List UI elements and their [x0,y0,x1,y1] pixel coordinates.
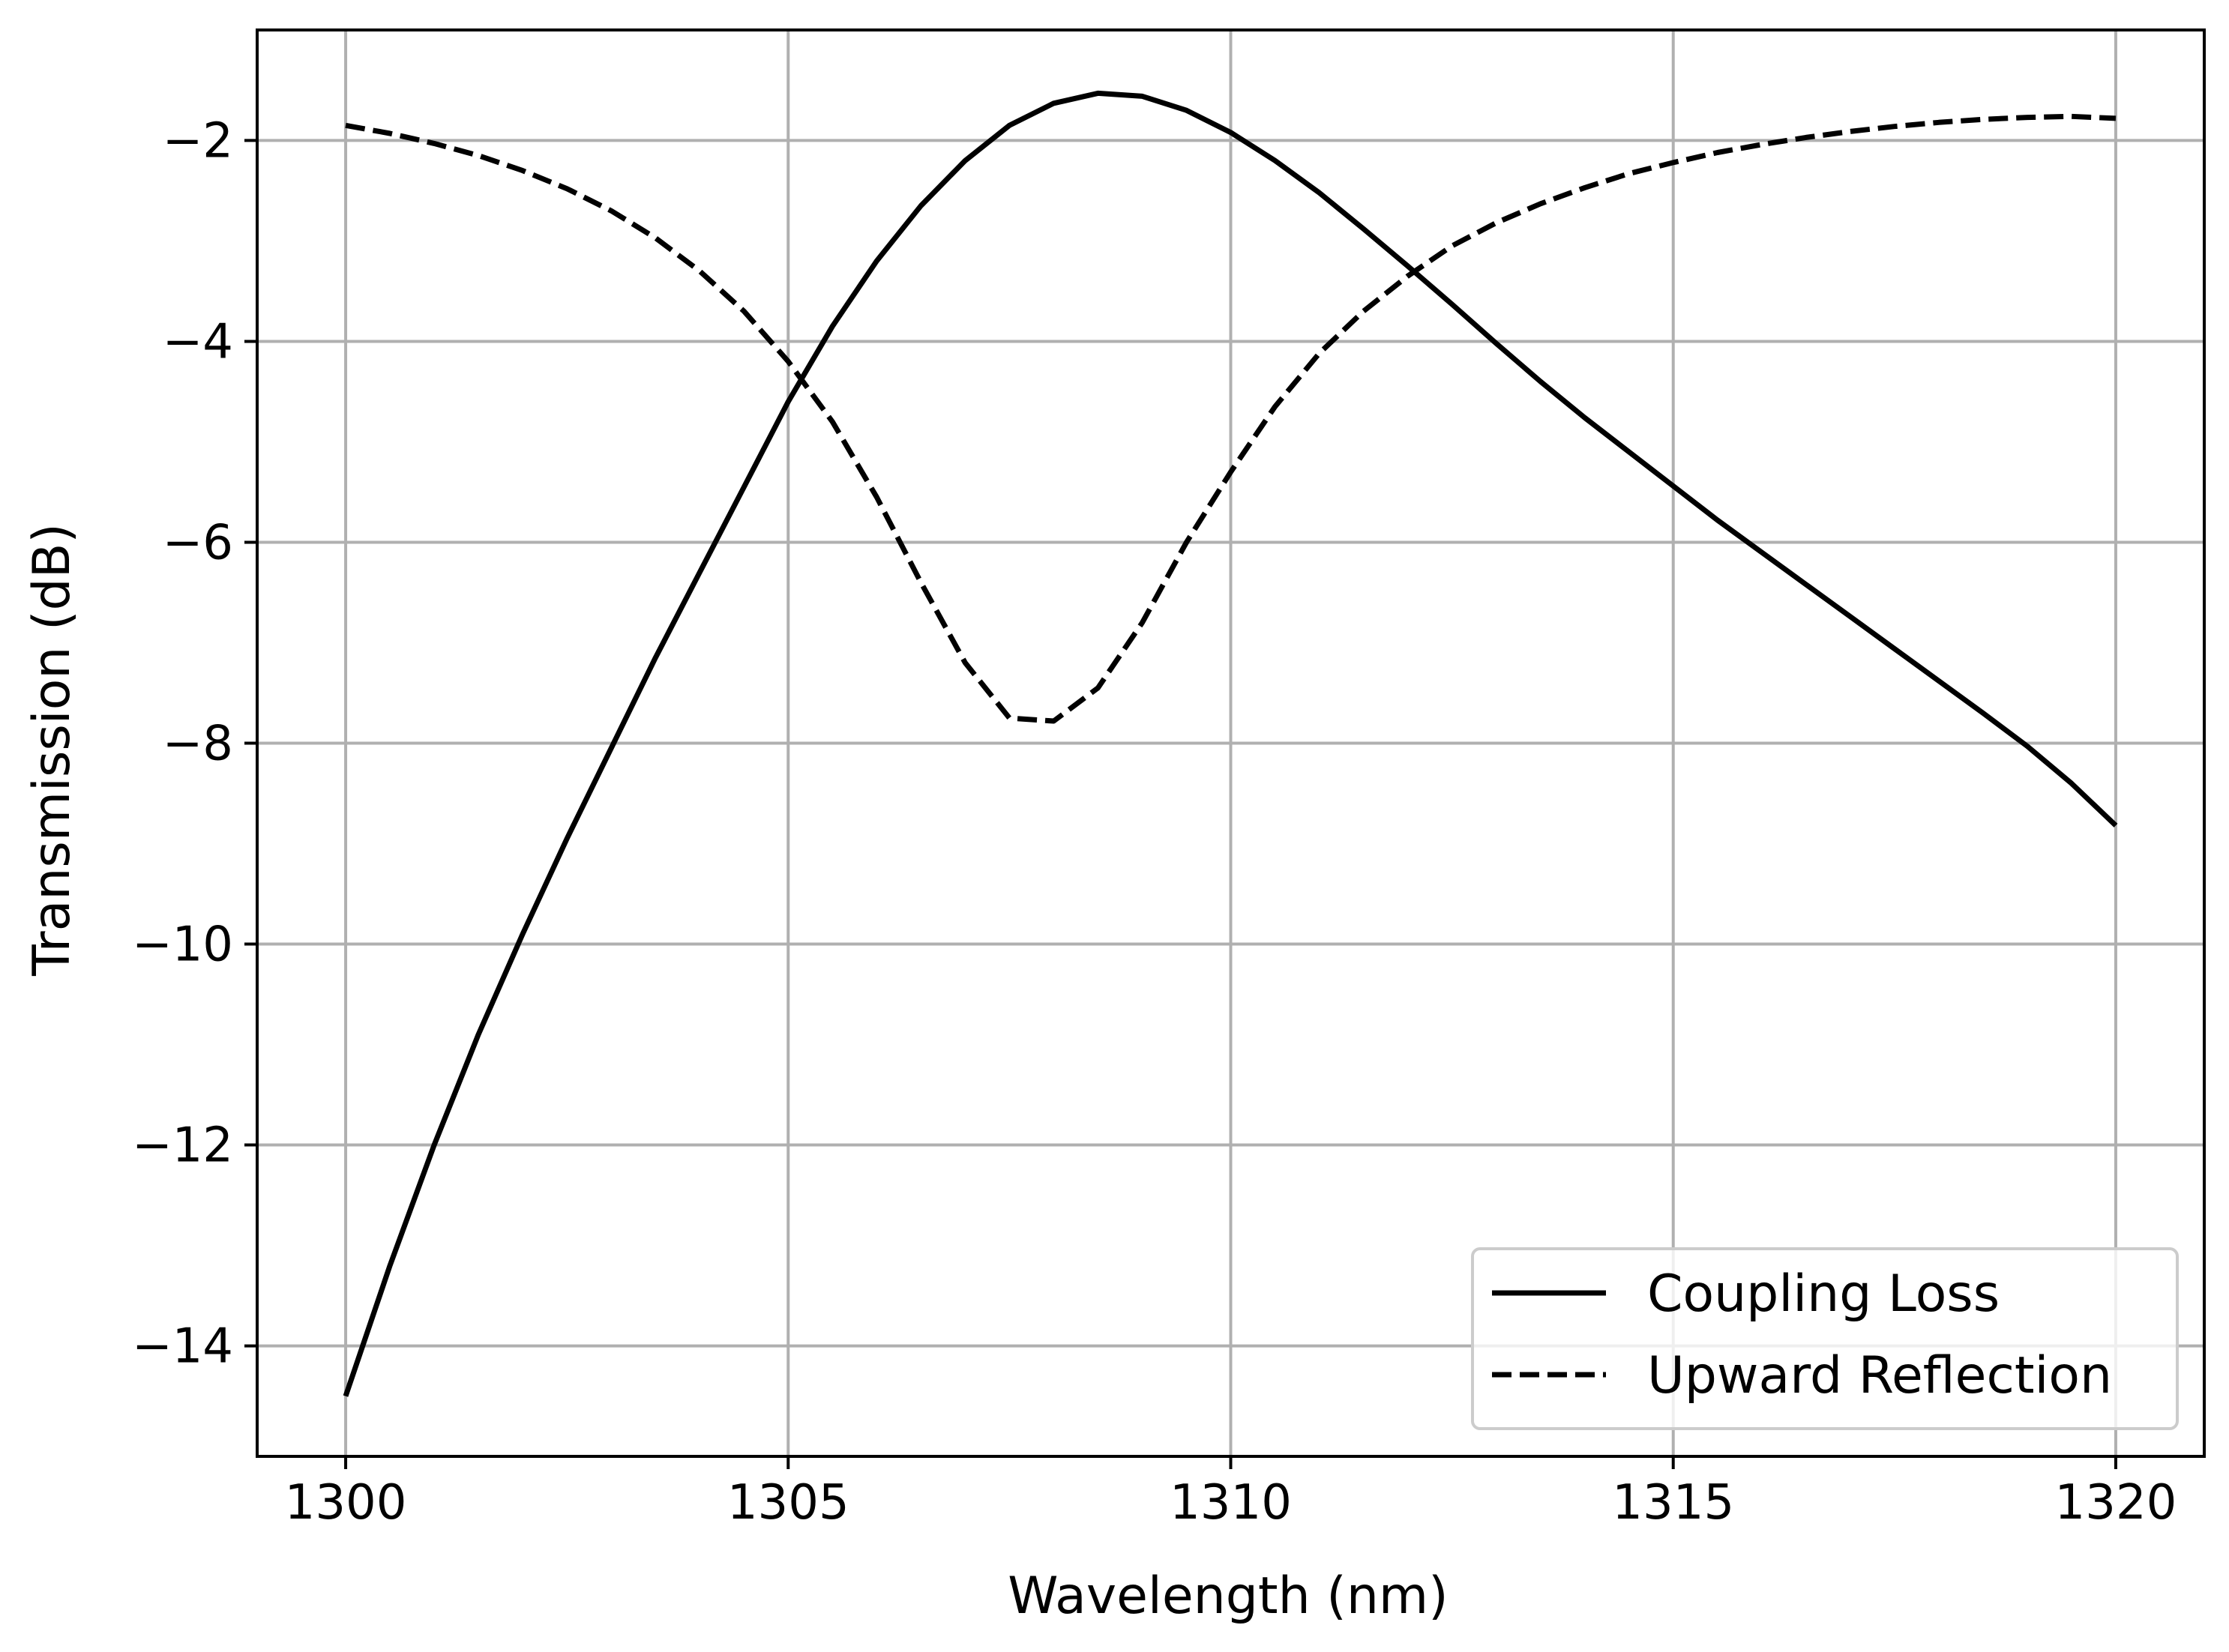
y-tick-label: −10 [132,917,233,973]
y-tick-label: −4 [163,314,233,370]
x-tick-label: 1300 [285,1475,407,1531]
axis-ticks: 1300 1305 1310 1315 1320 −14 −12 −10 −8 −6 −4 −2 [132,113,2177,1531]
legend-label-coupling-loss: Coupling Loss [1647,1264,2000,1324]
y-tick-label: −8 [163,717,233,772]
x-tick-label: 1320 [2055,1475,2177,1531]
x-axis-label: Wavelength (nm) [1008,1567,1448,1626]
x-tick-label: 1310 [1170,1475,1292,1531]
series-line-coupling-loss [343,90,2118,1397]
x-tick-label: 1305 [727,1475,849,1531]
legend-frame [1471,1247,2179,1430]
series-line-upward-reflection [345,113,2117,724]
plot-lines [343,90,2118,1397]
legend: Coupling Loss Upward Reflection [1471,1247,2179,1430]
grid [257,30,2204,1456]
legend-label-upward-reflection: Upward Reflection [1647,1346,2112,1405]
y-tick-label: −6 [163,515,233,570]
y-tick-label: −2 [163,113,233,169]
y-tick-label: −12 [132,1118,233,1174]
y-tick-label: −14 [132,1319,233,1375]
x-tick-label: 1315 [1612,1475,1734,1531]
y-axis-label: Transmission (dB) [22,523,82,977]
